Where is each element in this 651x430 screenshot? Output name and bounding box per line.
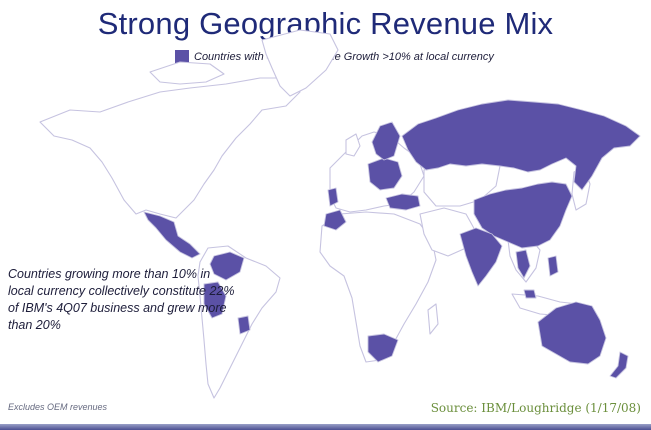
footnote: Excludes OEM revenues — [8, 402, 108, 412]
region-venezuela — [209, 251, 245, 281]
region-greenland — [261, 29, 339, 97]
region-turkey — [385, 193, 421, 211]
region-arctic-islands — [149, 61, 225, 85]
region-morocco — [323, 209, 347, 231]
region-paraguay — [237, 315, 251, 335]
source-citation: Source: IBM/Loughridge (1/17/08) — [430, 401, 641, 415]
region-peru — [203, 281, 227, 319]
region-nordics — [371, 121, 401, 161]
region-mexico — [143, 211, 201, 259]
region-thailand-vietnam — [515, 249, 531, 279]
region-philippines — [547, 255, 559, 277]
region-south-africa — [367, 333, 399, 363]
region-madagascar — [427, 303, 439, 335]
region-new-zealand — [609, 351, 629, 379]
region-uk — [345, 133, 361, 157]
region-russia — [401, 99, 641, 191]
region-australia — [537, 301, 607, 365]
callout-text: Countries growing more than 10% in local… — [8, 267, 235, 332]
region-india — [459, 227, 503, 287]
region-africa — [319, 211, 437, 363]
region-north-america — [39, 77, 301, 219]
legend-swatch — [175, 50, 189, 64]
region-portugal — [327, 187, 339, 207]
region-malaysia — [523, 289, 537, 299]
bottom-rule — [0, 424, 651, 430]
